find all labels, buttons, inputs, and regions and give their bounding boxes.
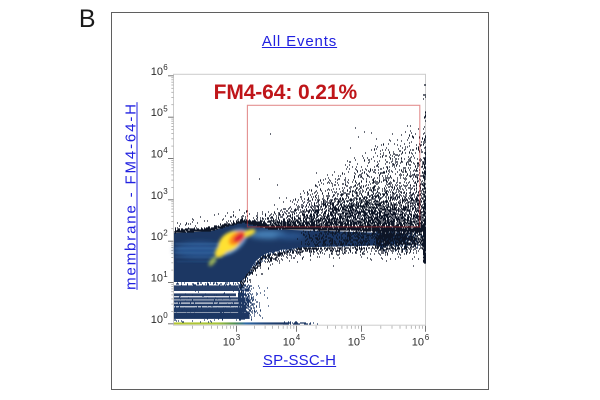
svg-text:10: 10 bbox=[151, 66, 163, 78]
svg-text:10: 10 bbox=[283, 337, 295, 349]
svg-text:3: 3 bbox=[163, 187, 168, 196]
svg-text:10: 10 bbox=[151, 190, 163, 202]
svg-text:6: 6 bbox=[425, 333, 430, 342]
svg-text:10: 10 bbox=[151, 273, 163, 285]
svg-text:2: 2 bbox=[163, 229, 168, 238]
svg-text:6: 6 bbox=[163, 63, 168, 72]
svg-text:10: 10 bbox=[151, 314, 163, 326]
svg-text:10: 10 bbox=[348, 337, 360, 349]
svg-text:1: 1 bbox=[163, 270, 168, 279]
svg-text:10: 10 bbox=[151, 231, 163, 243]
svg-text:10: 10 bbox=[151, 149, 163, 161]
svg-text:3: 3 bbox=[236, 333, 241, 342]
svg-text:5: 5 bbox=[163, 105, 168, 114]
svg-text:10: 10 bbox=[412, 337, 424, 349]
svg-text:4: 4 bbox=[296, 333, 301, 342]
svg-text:5: 5 bbox=[361, 333, 366, 342]
svg-text:4: 4 bbox=[163, 146, 168, 155]
svg-text:0: 0 bbox=[163, 311, 168, 320]
svg-text:10: 10 bbox=[223, 337, 235, 349]
svg-text:10: 10 bbox=[151, 107, 163, 119]
